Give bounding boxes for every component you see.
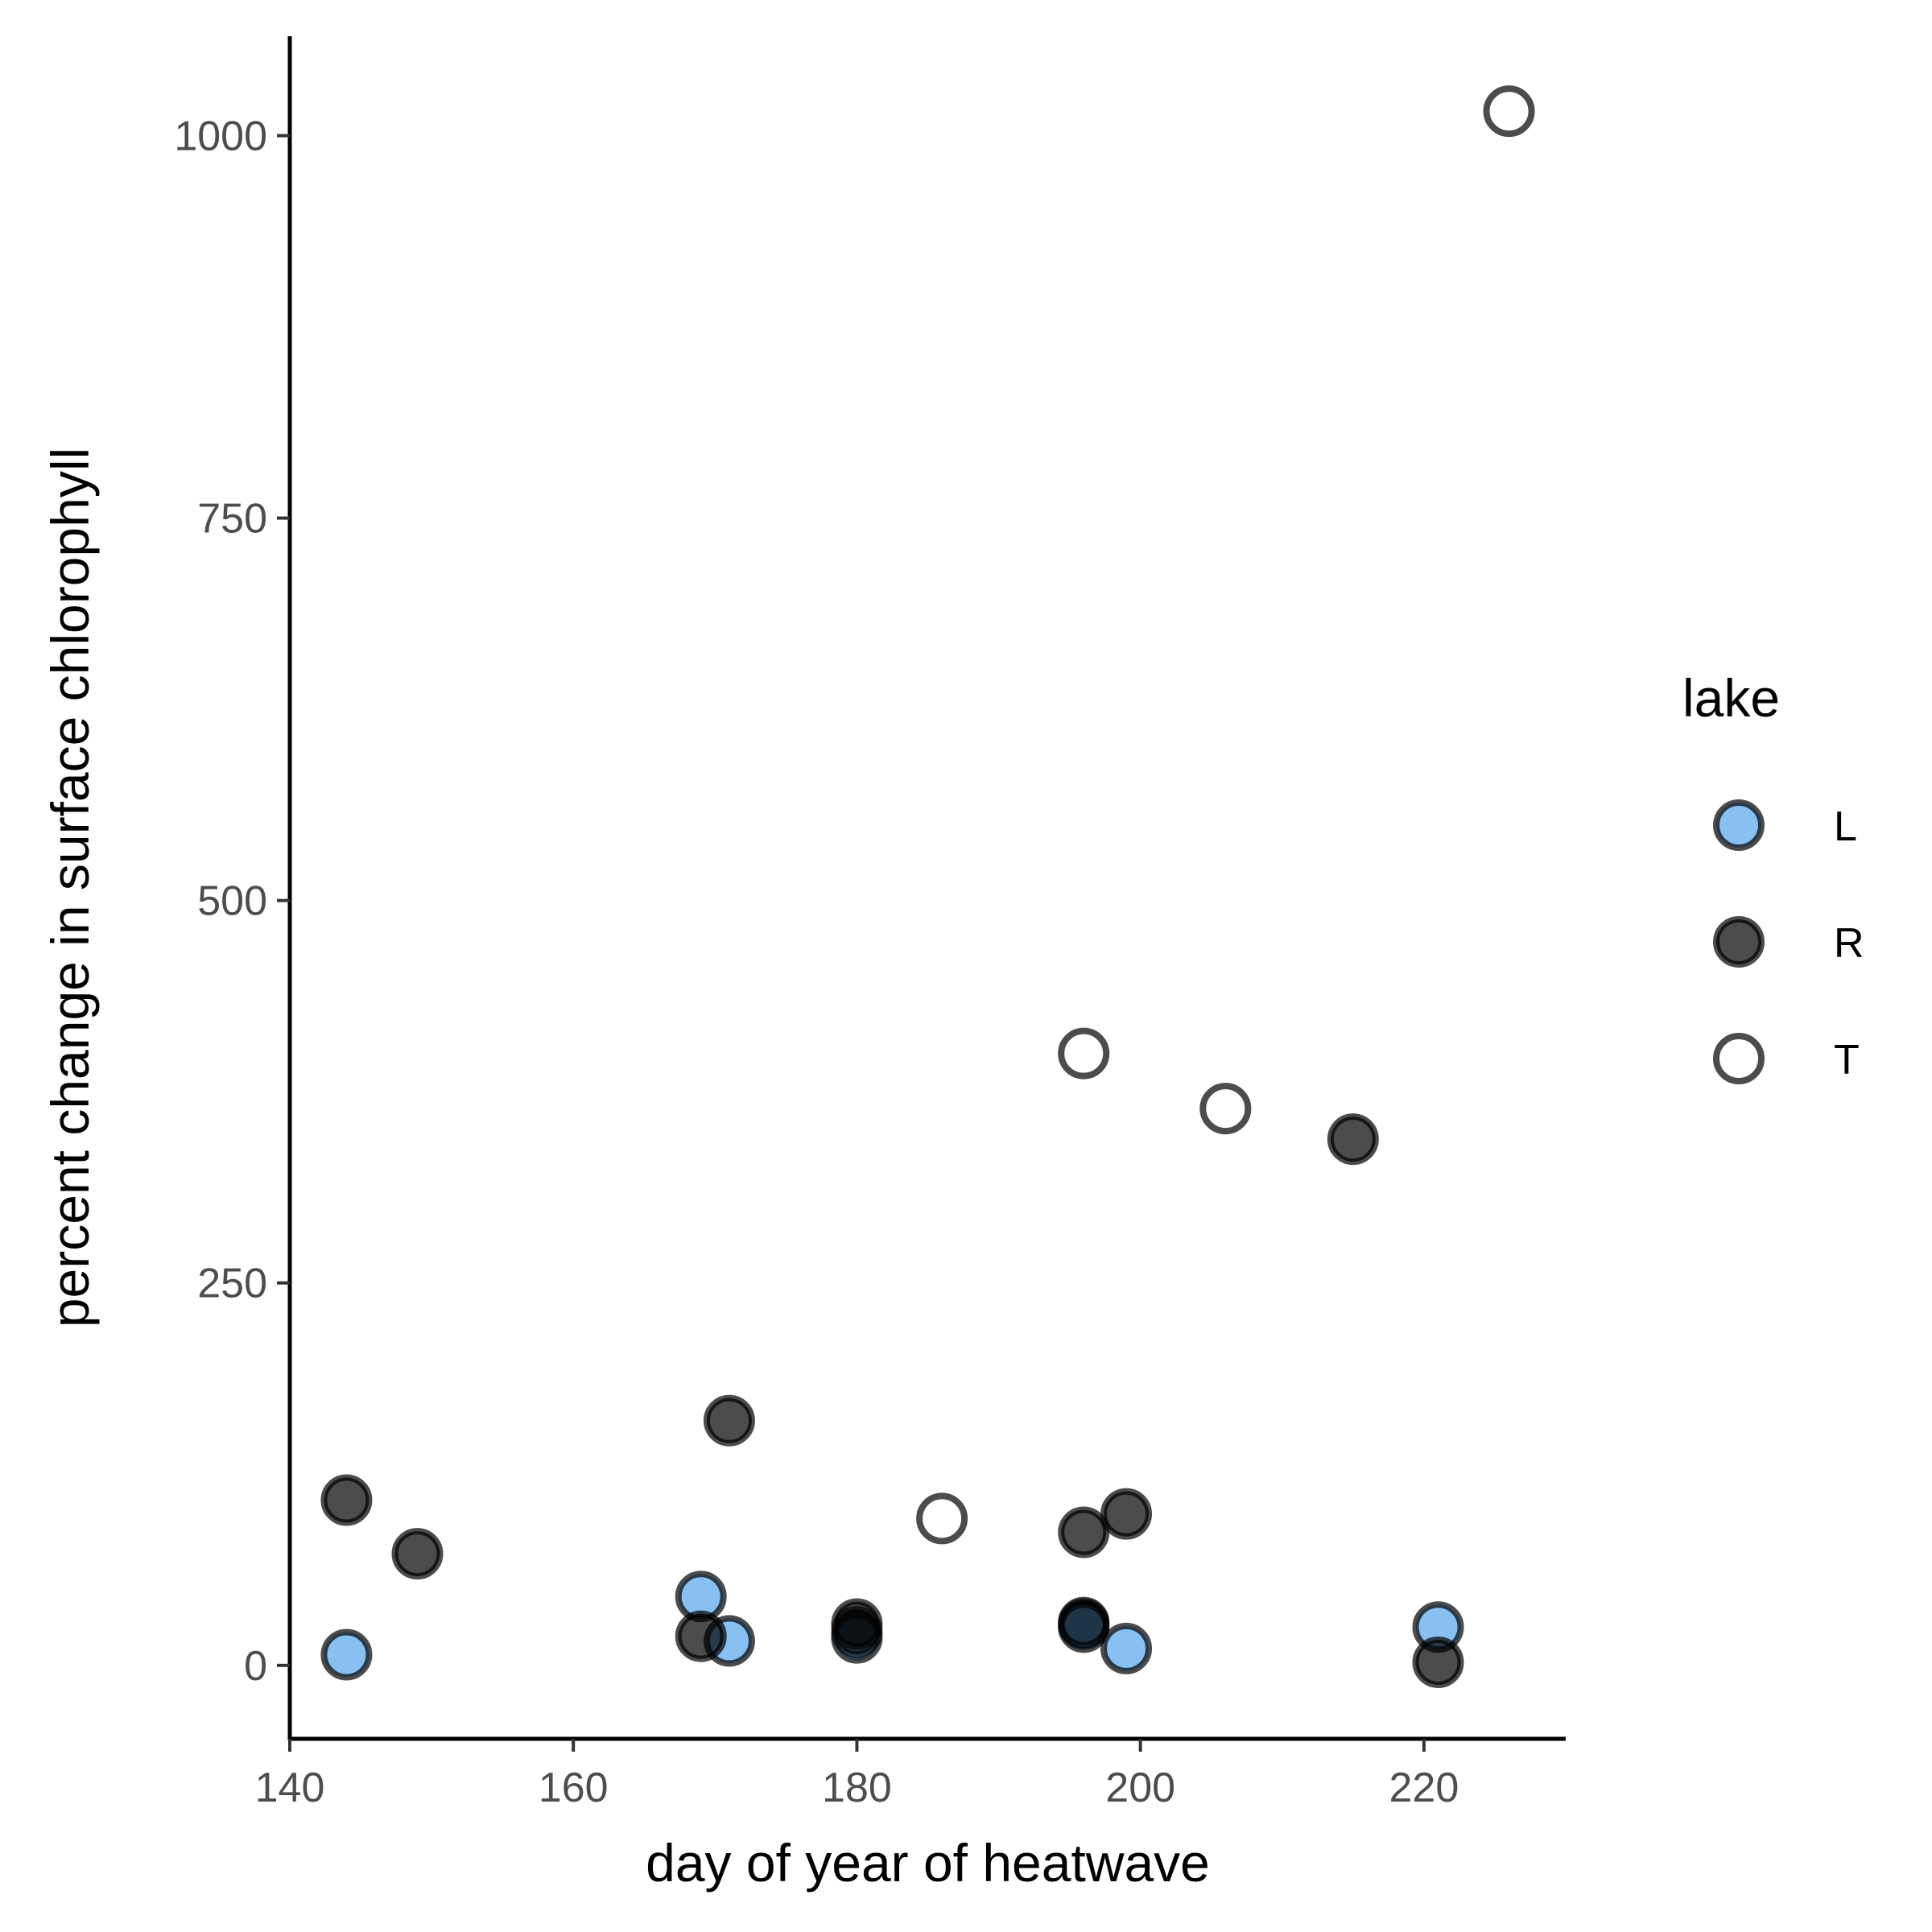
x-tick-label-1: 160 <box>539 1765 609 1811</box>
point-R-8 <box>1100 1488 1153 1540</box>
legend-key-T <box>1713 1033 1765 1084</box>
legend-label-T: T <box>1834 1037 1860 1084</box>
legend-key-L <box>1713 799 1765 851</box>
y-tick-label-3: 750 <box>197 496 267 543</box>
y-tick-label-4: 1000 <box>174 114 267 160</box>
point-R-6 <box>1058 1506 1110 1558</box>
axes: 0 250 500 750 1000 140 160 180 200 220 day of year… <box>40 36 1566 1893</box>
point-T-1 <box>1058 1027 1110 1080</box>
x-tick-label-2: 180 <box>822 1765 892 1811</box>
x-tick-label-4: 220 <box>1389 1765 1459 1811</box>
point-T-3 <box>1483 85 1535 138</box>
point-R-9 <box>1327 1113 1379 1166</box>
x-axis-title: day of year of heatwave <box>646 1833 1210 1893</box>
point-R-2 <box>675 1610 727 1662</box>
y-tick-label-0: 0 <box>244 1643 267 1690</box>
point-R-1 <box>391 1528 444 1580</box>
point-R-3 <box>703 1394 755 1447</box>
point-L-6 <box>1100 1622 1153 1674</box>
x-tick-label-3: 200 <box>1105 1765 1175 1811</box>
legend-title: lake <box>1682 668 1780 728</box>
point-L-0 <box>320 1629 373 1681</box>
x-tick-label-0: 140 <box>255 1765 325 1811</box>
legend-key-R <box>1713 916 1765 968</box>
point-R-7 <box>1058 1596 1110 1649</box>
y-axis-title: percent change in surface chlorophyll <box>40 448 100 1327</box>
point-T-2 <box>1199 1083 1252 1135</box>
y-tick-label-2: 500 <box>197 878 267 925</box>
point-R-0 <box>320 1474 373 1526</box>
legend-label-L: L <box>1834 803 1857 850</box>
y-tick-label-1: 250 <box>197 1261 267 1307</box>
data-points <box>320 85 1535 1688</box>
point-R-10 <box>1412 1636 1464 1688</box>
point-R-5 <box>831 1605 883 1657</box>
legend: lake L R T <box>1682 668 1864 1084</box>
point-T-0 <box>916 1492 968 1545</box>
legend-label-R: R <box>1834 920 1864 967</box>
